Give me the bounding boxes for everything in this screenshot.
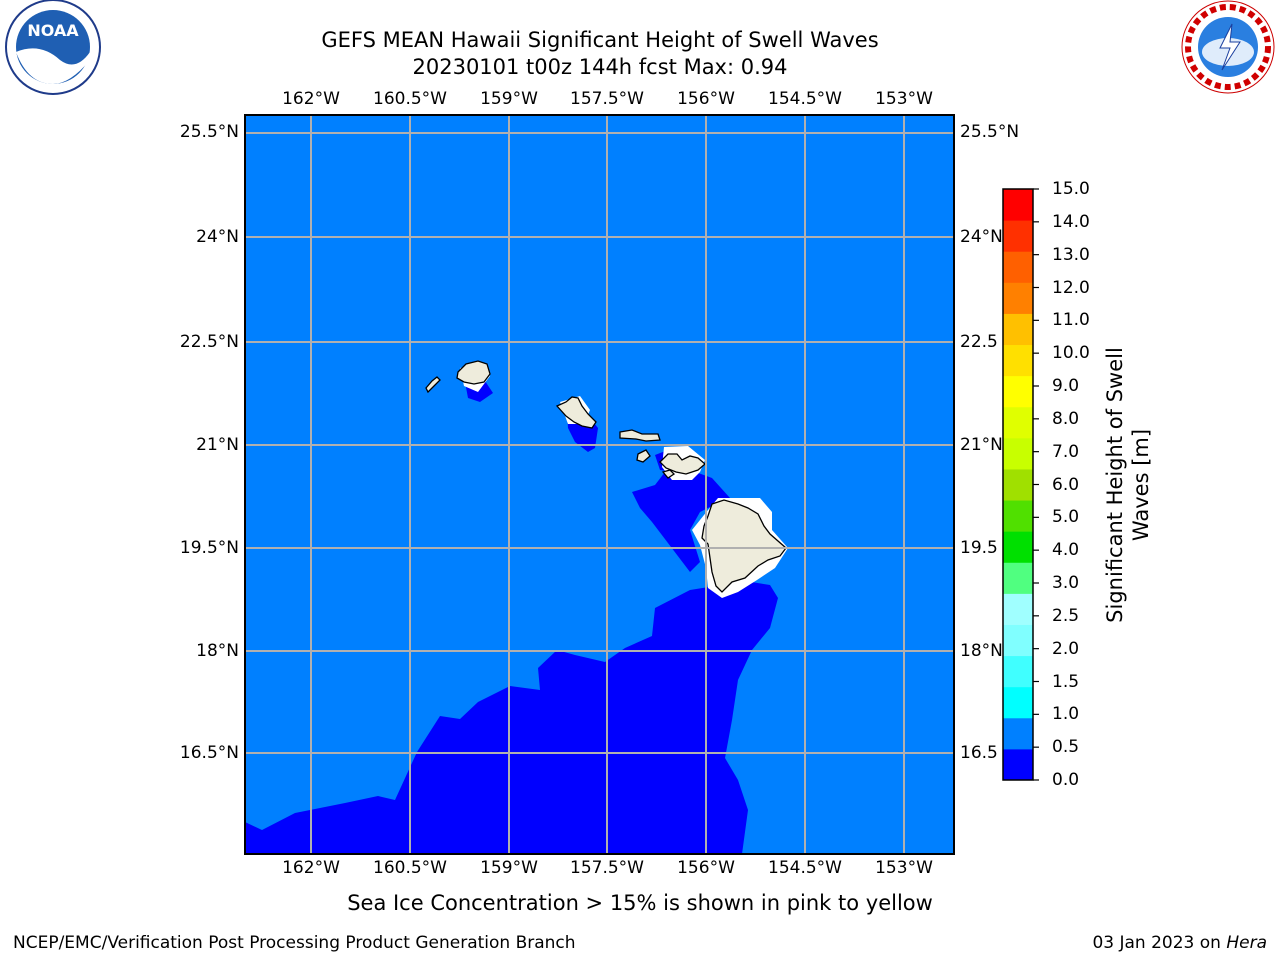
noaa-logo: NOAA — [5, 0, 101, 95]
island-molokai — [619, 429, 661, 442]
map-area — [244, 114, 955, 855]
colorbar-tick-label: 14.0 — [1052, 211, 1090, 232]
colorbar-swatch — [1003, 624, 1033, 657]
colorbar-swatch — [1003, 531, 1033, 563]
island-lanai — [636, 449, 651, 463]
colorbar — [1002, 188, 1039, 781]
colorbar-swatch — [1003, 748, 1033, 781]
colorbar-tick-label: 1.5 — [1052, 671, 1080, 692]
colorbar-tick-label: 0.5 — [1052, 737, 1080, 758]
colorbar-tick-label: 2.0 — [1052, 638, 1080, 659]
lon-label-top: 153°W — [875, 89, 933, 109]
lon-label-top: 154.5°W — [768, 89, 842, 109]
colorbar-title: Significant Height of Swell Waves [m] — [1102, 315, 1154, 655]
colorbar-swatch — [1003, 313, 1033, 346]
colorbar-swatch — [1003, 282, 1033, 314]
nws-logo — [1181, 0, 1275, 94]
colorbar-tick-label: 7.0 — [1052, 441, 1080, 462]
colorbar-tick-label: 12.0 — [1052, 277, 1090, 298]
map-title: GEFS MEAN Hawaii Significant Height of S… — [321, 28, 879, 52]
colorbar-swatch — [1003, 593, 1033, 625]
colorbar-tick-label: 5.0 — [1052, 507, 1080, 528]
lon-label-top: 159°W — [480, 89, 538, 109]
lat-label-left: 21°N — [196, 435, 239, 455]
lon-label-bottom: 154.5°W — [768, 858, 842, 878]
graticule — [245, 115, 954, 854]
island-oahu — [555, 396, 597, 429]
lon-label-top: 160.5°W — [373, 89, 447, 109]
colorbar-swatch — [1003, 655, 1033, 688]
sea-ice-note: Sea Ice Concentration > 15% is shown in … — [347, 891, 933, 915]
lat-label-right: 21°N — [960, 435, 1003, 455]
colorbar-tick-label: 4.0 — [1052, 540, 1080, 561]
island-maui — [659, 453, 706, 475]
lat-label-right: 25.5°N — [960, 122, 1020, 142]
colorbar-tick-label: 2.5 — [1052, 605, 1080, 626]
colorbar-tick-label: 13.0 — [1052, 244, 1090, 265]
lon-label-bottom: 160.5°W — [373, 858, 447, 878]
colorbar-swatch — [1003, 562, 1033, 594]
lat-label-left: 19.5°N — [179, 538, 239, 558]
footer-date-text: 03 Jan 2023 on — [1092, 933, 1227, 953]
noaa-logo-text: NOAA — [27, 21, 79, 40]
lat-label-right: 16.5 — [960, 743, 998, 763]
colorbar-swatch — [1003, 468, 1033, 501]
colorbar-swatch — [1003, 251, 1033, 283]
colorbar-tick-label: 15.0 — [1052, 179, 1090, 199]
footer-credit: NCEP/EMC/Verification Post Processing Pr… — [13, 933, 576, 953]
lon-label-bottom: 159°W — [480, 858, 538, 878]
lat-label-right: 19.5 — [960, 538, 998, 558]
lat-label-left: 24°N — [196, 227, 239, 247]
lat-label-right: 24°N — [960, 227, 1003, 247]
colorbar-swatch — [1003, 375, 1033, 408]
lon-label-bottom: 153°W — [875, 858, 933, 878]
colorbar-swatch — [1003, 717, 1033, 750]
colorbar-swatch — [1003, 344, 1033, 377]
low-swell-region — [245, 581, 778, 854]
colorbar-title-line2: Waves [m] — [1129, 428, 1153, 542]
lat-label-left: 18°N — [196, 641, 239, 661]
map-frame — [244, 114, 955, 855]
lon-label-top: 162°W — [282, 89, 340, 109]
colorbar-tick-label: 8.0 — [1052, 408, 1080, 429]
colorbar-tick-label: 10.0 — [1052, 343, 1090, 364]
footer-host: Hera — [1226, 933, 1267, 953]
lon-label-bottom: 156°W — [677, 858, 735, 878]
colorbar-swatch — [1003, 686, 1033, 719]
island-kahoolawe — [661, 469, 676, 479]
colorbar-tick-label: 11.0 — [1052, 310, 1090, 331]
colorbar-swatch — [1003, 189, 1033, 221]
colorbar-title-line1: Significant Height of Swell — [1103, 347, 1127, 623]
lat-label-right: 22.5 — [960, 332, 998, 352]
colorbar-swatch — [1003, 406, 1033, 439]
lon-label-bottom: 157.5°W — [570, 858, 644, 878]
colorbar-swatch — [1003, 500, 1033, 532]
map-subtitle: 20230101 t00z 144h fcst Max: 0.94 — [412, 55, 788, 79]
colorbar-tick-label: 0.0 — [1052, 770, 1080, 790]
lat-label-left: 25.5°N — [179, 122, 239, 142]
lat-label-left: 16.5°N — [179, 743, 239, 763]
footer-date: 03 Jan 2023 on Hera — [1092, 933, 1267, 953]
colorbar-tick-label: 1.0 — [1052, 704, 1080, 725]
colorbar-swatch — [1003, 220, 1033, 252]
island-kauai — [456, 360, 491, 385]
lon-label-top: 156°W — [677, 89, 735, 109]
colorbar-swatch — [1003, 437, 1033, 470]
lat-label-right: 18°N — [960, 641, 1003, 661]
lon-label-top: 157.5°W — [570, 89, 644, 109]
lon-label-bottom: 162°W — [282, 858, 340, 878]
colorbar-tick-label: 3.0 — [1052, 573, 1080, 593]
colorbar-tick-label: 9.0 — [1052, 376, 1080, 396]
island-niihau — [425, 376, 441, 394]
islands — [425, 360, 787, 593]
lat-label-left: 22.5°N — [179, 332, 239, 352]
colorbar-tick-label: 6.0 — [1052, 474, 1080, 495]
